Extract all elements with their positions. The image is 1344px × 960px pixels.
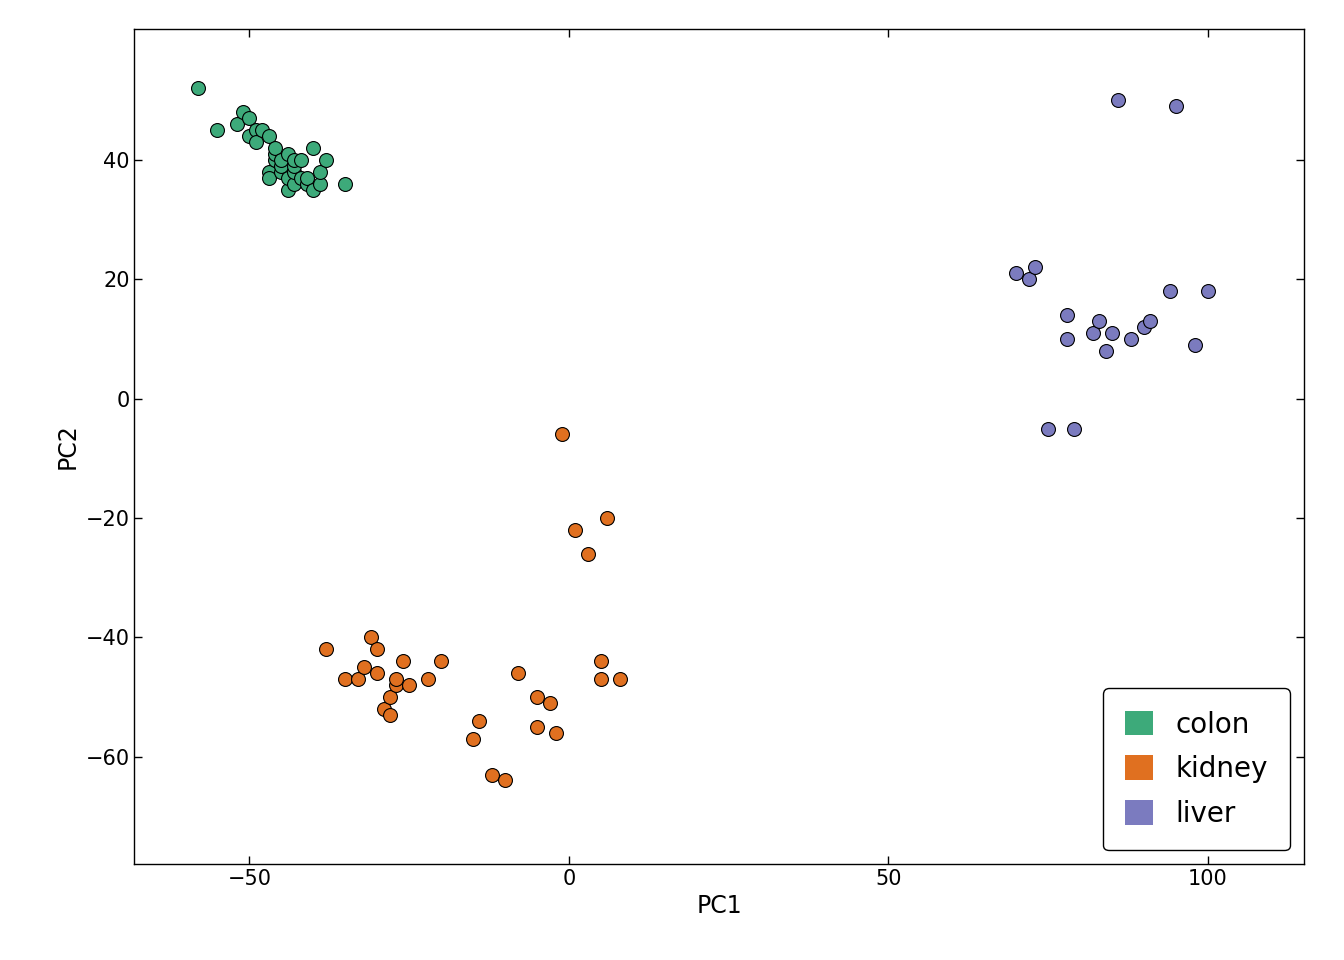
Point	[392, 654, 414, 669]
Point	[1019, 272, 1040, 287]
Legend: colon, kidney, liver: colon, kidney, liver	[1103, 688, 1290, 851]
Point	[386, 671, 407, 686]
Point	[462, 732, 484, 747]
Point	[270, 164, 292, 180]
Point	[265, 147, 286, 162]
Point	[226, 116, 247, 132]
Point	[367, 665, 388, 681]
Point	[609, 671, 630, 686]
Point	[296, 170, 317, 185]
Point	[277, 182, 298, 198]
Point	[527, 719, 548, 734]
Point	[284, 158, 305, 174]
Point	[539, 695, 560, 710]
Point	[290, 170, 312, 185]
Point	[309, 164, 331, 180]
Point	[1101, 325, 1122, 341]
Point	[1056, 307, 1078, 323]
Point	[284, 153, 305, 168]
X-axis label: PC1: PC1	[696, 895, 742, 919]
Point	[469, 713, 491, 729]
Point	[335, 177, 356, 192]
Point	[1095, 344, 1117, 359]
Point	[277, 170, 298, 185]
Point	[233, 105, 254, 120]
Point	[1082, 325, 1103, 341]
Point	[258, 170, 280, 185]
Point	[245, 123, 266, 138]
Point	[564, 522, 586, 538]
Point	[1089, 314, 1110, 329]
Point	[258, 129, 280, 144]
Point	[379, 689, 401, 705]
Point	[265, 140, 286, 156]
Point	[1133, 320, 1154, 335]
Point	[258, 164, 280, 180]
Point	[1198, 283, 1219, 299]
Point	[188, 81, 210, 96]
Point	[552, 427, 574, 443]
Point	[367, 641, 388, 657]
Point	[386, 678, 407, 693]
Point	[1159, 283, 1180, 299]
Point	[1184, 337, 1206, 352]
Point	[207, 123, 228, 138]
Point	[418, 671, 439, 686]
Point	[284, 177, 305, 192]
Point	[527, 689, 548, 705]
Point	[360, 630, 382, 645]
Point	[1121, 331, 1142, 347]
Point	[597, 511, 618, 526]
Point	[251, 123, 273, 138]
Point	[316, 153, 337, 168]
Point	[284, 164, 305, 180]
Point	[335, 671, 356, 686]
Point	[277, 147, 298, 162]
Point	[1107, 93, 1129, 108]
Point	[1140, 314, 1161, 329]
Point	[1063, 420, 1085, 436]
Point	[316, 641, 337, 657]
Point	[1005, 266, 1027, 281]
Point	[1038, 420, 1059, 436]
Point	[398, 678, 419, 693]
Point	[270, 153, 292, 168]
Point	[302, 182, 324, 198]
Point	[379, 708, 401, 723]
Point	[347, 671, 368, 686]
Point	[296, 177, 317, 192]
Point	[481, 767, 503, 782]
Point	[302, 140, 324, 156]
Point	[245, 134, 266, 150]
Point	[270, 158, 292, 174]
Point	[265, 153, 286, 168]
Point	[546, 725, 567, 740]
Point	[578, 546, 599, 562]
Point	[309, 177, 331, 192]
Point	[590, 671, 612, 686]
Point	[372, 701, 394, 716]
Point	[430, 654, 452, 669]
Point	[1056, 331, 1078, 347]
Point	[507, 665, 528, 681]
Point	[353, 660, 375, 675]
Y-axis label: PC2: PC2	[56, 423, 79, 469]
Point	[590, 654, 612, 669]
Point	[239, 110, 261, 126]
Point	[1024, 260, 1046, 276]
Point	[495, 773, 516, 788]
Point	[290, 153, 312, 168]
Point	[239, 129, 261, 144]
Point	[1165, 99, 1187, 114]
